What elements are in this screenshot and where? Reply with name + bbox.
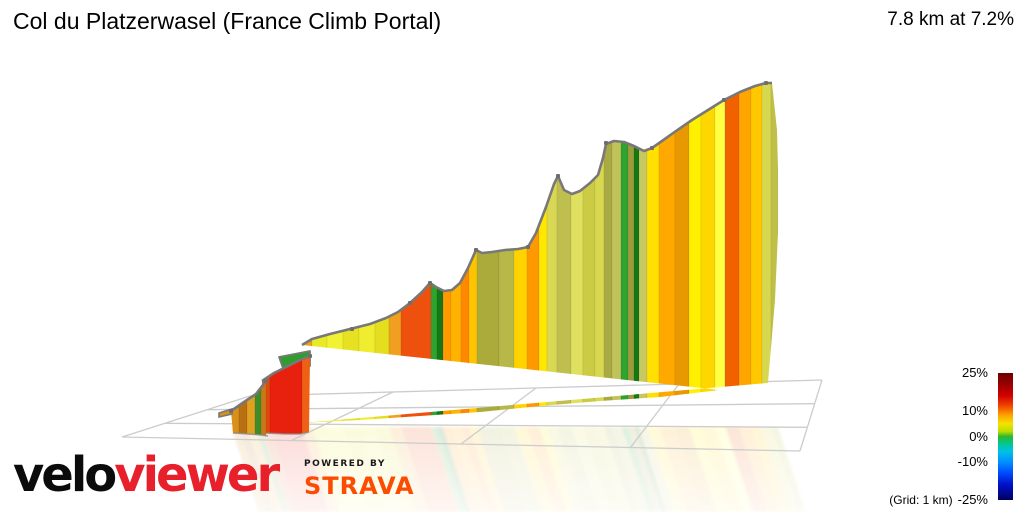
gradient-band [646,83,660,423]
gradient-band [442,83,452,423]
gradient-band [546,83,558,423]
start-wing [230,380,269,437]
powered-by-label: POWERED BY [304,459,386,469]
road-edge [261,354,311,383]
gradient-band [582,83,596,423]
road-edge [230,380,268,413]
gradient-band [450,83,462,423]
road-edge [301,81,772,347]
gradient-band [436,83,444,423]
legend-tick: 0% [969,428,988,444]
gradient-band [674,83,690,423]
gradient-legend-bar [998,373,1013,500]
gradient-band [430,83,438,423]
gradient-band [476,83,500,423]
gradient-band [301,356,310,434]
gradient-band [260,381,267,436]
grid-note: (Grid: 1 km) [889,493,953,507]
gradient-band [724,83,740,423]
legend-tick: (Grid: 1 km) -25% [889,492,988,507]
gradient-band [633,83,640,423]
gradient-band [556,83,572,423]
gradient-band [738,83,752,423]
strava-logo[interactable]: POWERED BY STRAVA [304,459,415,500]
veloviewer-logo[interactable]: veloviewer [13,451,280,499]
gradient-band [761,83,772,423]
road-start-tab [218,407,233,419]
gradient-band [374,83,390,423]
gradient-band [326,83,344,423]
gradient-band [770,83,779,423]
road-vertex-nubs [229,81,768,413]
legend-tick: 25% [961,365,988,380]
gradient-band [254,381,262,436]
gradient-band [269,356,303,434]
gradient-band [570,83,584,423]
gradient-band [238,381,248,436]
reflection-fade [100,427,920,512]
gradient-band [603,83,613,423]
gradient-band [246,381,256,436]
gradient-band [658,83,676,423]
gradient-band [594,83,605,423]
gradient-band [700,83,716,423]
veloviewer-logo-red: viewer [114,447,280,503]
gradient-band [611,83,622,423]
gradient-band [358,83,376,423]
gradient-band [627,83,635,423]
gradient-band [638,83,648,423]
gradient-band [526,83,540,423]
red-start-wing [261,354,311,435]
gradient-band [714,83,726,423]
climb-stats: 7.8 km at 7.2% [887,9,1014,30]
gradient-band [231,381,240,436]
main-ribbon [301,81,779,423]
gradient-band [750,83,763,423]
gradient-band [311,83,328,423]
gradient-band [342,83,360,423]
gradient-band [538,83,548,423]
gradient-band [620,83,629,423]
legend-tick: -10% [957,453,988,469]
legend-tick: 10% [961,403,988,419]
strava-wordmark: STRAVA [304,472,415,500]
gradient-band [460,83,470,423]
page-title: Col du Platzerwasel (France Climb Portal… [13,8,442,34]
gradient-band [388,83,402,423]
veloviewer-logo-black: velo [13,447,117,503]
gradient-band [498,83,515,423]
gradient-band [400,83,432,423]
